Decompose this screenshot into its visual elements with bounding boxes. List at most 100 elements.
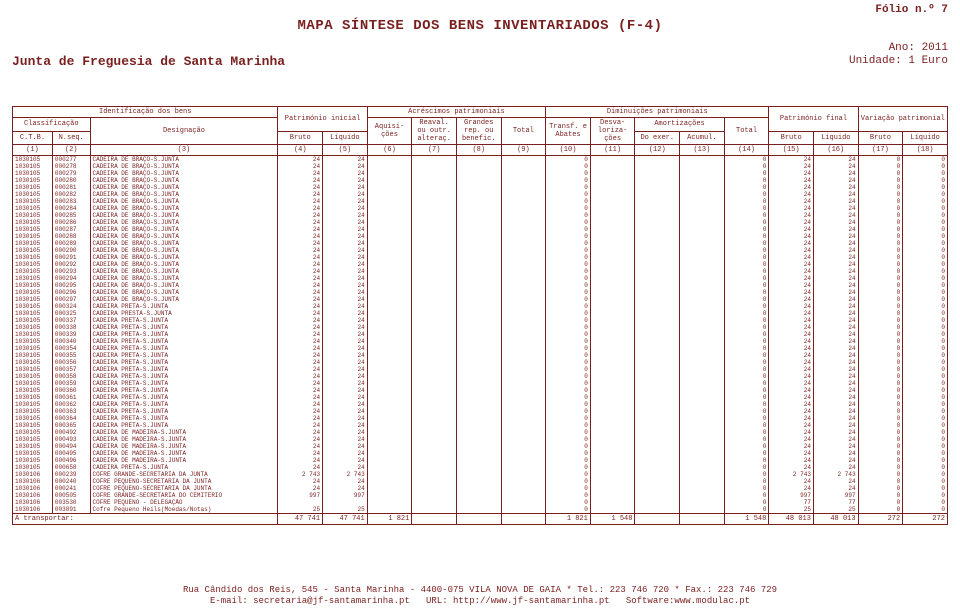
table-row: 1030105000288CADEIRA DE BRAÇO-S.JUNTA242… xyxy=(13,233,948,240)
cell xyxy=(501,436,546,443)
cell: 24 xyxy=(278,268,323,275)
cell: 0 xyxy=(546,156,591,163)
cell xyxy=(367,163,412,170)
cell: 0 xyxy=(724,471,769,478)
cell xyxy=(501,373,546,380)
cell xyxy=(412,289,457,296)
cell: 0 xyxy=(546,380,591,387)
cell: 0 xyxy=(724,268,769,275)
table-row: 1030105000361CADEIRA PRETA-S.JUNTA242400… xyxy=(13,394,948,401)
cell: 24 xyxy=(323,233,368,240)
cell xyxy=(590,401,635,408)
cell xyxy=(367,198,412,205)
cell: 24 xyxy=(278,261,323,268)
cell: 0 xyxy=(546,184,591,191)
cell: 0 xyxy=(858,303,903,310)
cell xyxy=(635,415,680,422)
cell xyxy=(635,478,680,485)
cell: 000339 xyxy=(52,331,90,338)
cell xyxy=(590,338,635,345)
cell xyxy=(456,184,501,191)
cell xyxy=(367,359,412,366)
cell xyxy=(456,219,501,226)
transport-val xyxy=(412,514,457,525)
cell xyxy=(680,331,725,338)
cell: 24 xyxy=(769,450,814,457)
cell: 24 xyxy=(769,387,814,394)
cell xyxy=(590,429,635,436)
cell xyxy=(635,422,680,429)
cell: 24 xyxy=(323,450,368,457)
cell xyxy=(456,499,501,506)
cell xyxy=(635,212,680,219)
cell: 24 xyxy=(278,380,323,387)
cell: CADEIRA DE BRAÇO-S.JUNTA xyxy=(90,289,278,296)
cell xyxy=(456,366,501,373)
cell: 1030105 xyxy=(13,247,53,254)
cell xyxy=(680,359,725,366)
cell: 0 xyxy=(724,247,769,254)
cell xyxy=(456,177,501,184)
cell: 24 xyxy=(813,324,858,331)
cell: 24 xyxy=(769,275,814,282)
cell xyxy=(456,506,501,513)
table-row: 1030105000492CADEIRA DE MADEIRA-S.JUNTA2… xyxy=(13,429,948,436)
cell: 24 xyxy=(323,408,368,415)
cell xyxy=(501,275,546,282)
cell xyxy=(590,380,635,387)
cell: 0 xyxy=(724,233,769,240)
cell xyxy=(367,296,412,303)
cell xyxy=(680,310,725,317)
cell: 000279 xyxy=(52,170,90,177)
cell xyxy=(456,254,501,261)
cell: 0 xyxy=(858,156,903,163)
cell: 24 xyxy=(278,352,323,359)
cell: 24 xyxy=(813,233,858,240)
cell xyxy=(412,485,457,492)
cell: 0 xyxy=(546,471,591,478)
cell xyxy=(635,492,680,499)
cell: 24 xyxy=(813,429,858,436)
cell: 1030105 xyxy=(13,464,53,471)
col-num: (9) xyxy=(501,145,546,156)
cell: 1030105 xyxy=(13,296,53,303)
cell: 0 xyxy=(903,331,948,338)
cell: 0 xyxy=(546,331,591,338)
cell: 1030105 xyxy=(13,233,53,240)
cell xyxy=(367,429,412,436)
cell: COFRE PEQUENO-SECRETARIA DA JUNTA xyxy=(90,485,278,492)
cell: 0 xyxy=(858,387,903,394)
cell: 000278 xyxy=(52,163,90,170)
cell xyxy=(635,408,680,415)
cell xyxy=(680,275,725,282)
cell xyxy=(367,317,412,324)
cell: 24 xyxy=(813,464,858,471)
cell: 1030105 xyxy=(13,177,53,184)
cell xyxy=(635,184,680,191)
unit-label: Unidade: 1 Euro xyxy=(849,55,948,67)
table-row: 1030105000297CADEIRA DE BRAÇO-S.JUNTA242… xyxy=(13,296,948,303)
cell: 24 xyxy=(278,331,323,338)
cell: 000292 xyxy=(52,261,90,268)
cell xyxy=(501,499,546,506)
cell: 0 xyxy=(858,282,903,289)
cell: 0 xyxy=(858,338,903,345)
cell: 24 xyxy=(278,198,323,205)
cell xyxy=(680,436,725,443)
cell: 1030105 xyxy=(13,331,53,338)
cell: 1030105 xyxy=(13,359,53,366)
cell: 24 xyxy=(323,331,368,338)
cell: 0 xyxy=(903,408,948,415)
cell: 0 xyxy=(546,198,591,205)
cell xyxy=(367,373,412,380)
cell xyxy=(590,156,635,163)
cell xyxy=(635,324,680,331)
cell: 0 xyxy=(724,191,769,198)
cell xyxy=(680,492,725,499)
cell xyxy=(590,275,635,282)
transport-val: 47 741 xyxy=(323,514,368,525)
cell xyxy=(635,352,680,359)
cell xyxy=(412,345,457,352)
cell: 24 xyxy=(769,443,814,450)
cell: 0 xyxy=(858,261,903,268)
